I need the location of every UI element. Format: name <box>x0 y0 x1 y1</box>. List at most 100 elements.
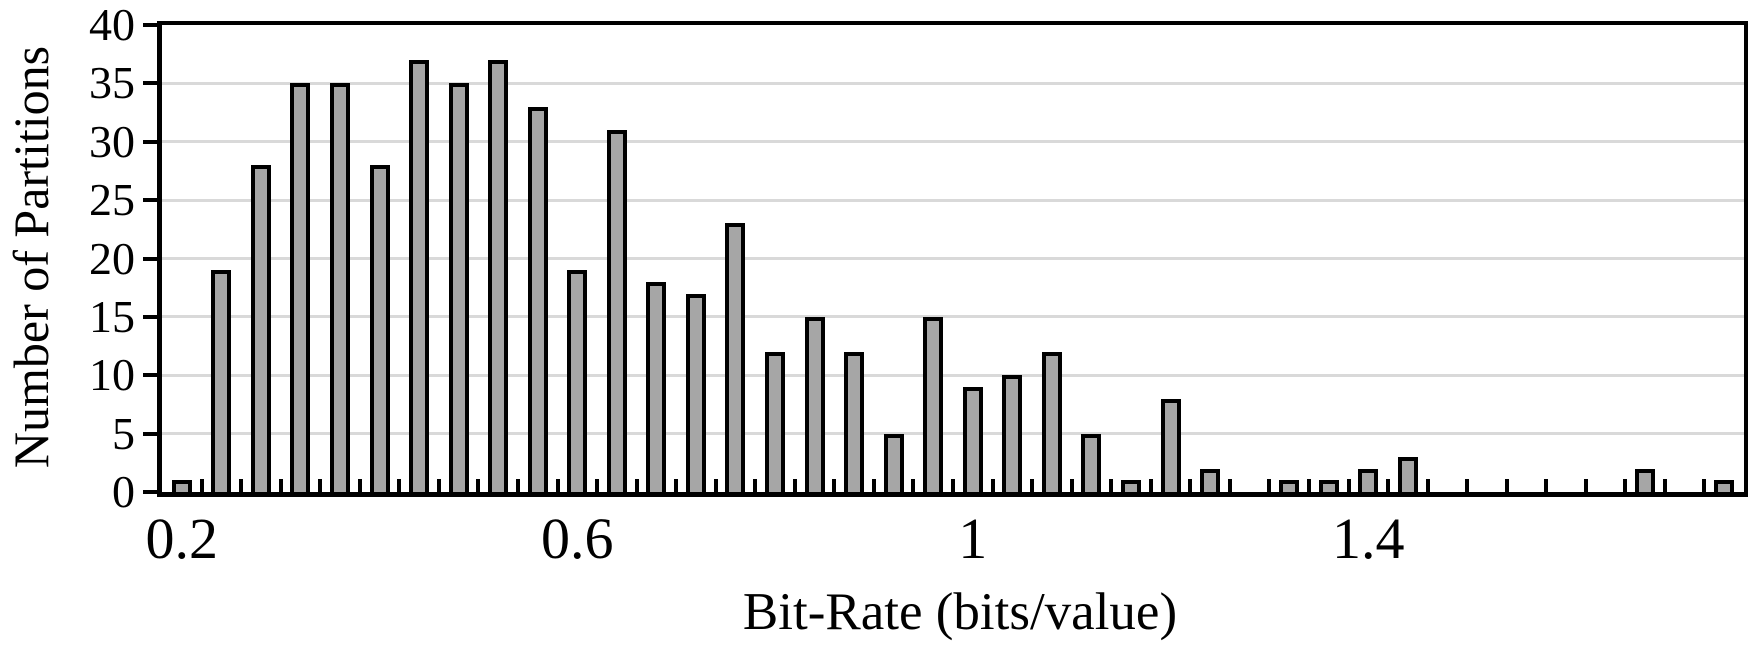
x-minor-tick <box>1465 479 1470 492</box>
x-minor-tick <box>1267 479 1272 492</box>
x-minor-tick <box>990 479 995 492</box>
gridline-15 <box>162 315 1744 319</box>
x-minor-tick <box>1148 479 1153 492</box>
y-tick-label-30: 30 <box>89 115 135 167</box>
gridline-20 <box>162 257 1744 260</box>
x-minor-tick <box>1346 479 1351 492</box>
bar-1.04 <box>1002 375 1023 492</box>
y-tick-15 <box>143 314 158 319</box>
x-minor-tick <box>1623 479 1628 492</box>
x-minor-tick <box>239 479 244 492</box>
x-minor-tick <box>1544 479 1549 492</box>
x-minor-tick <box>674 479 679 492</box>
x-minor-tick <box>1188 479 1193 492</box>
y-tick-label-5: 5 <box>112 407 135 459</box>
bar-0.68 <box>646 281 667 492</box>
bar-0.32 <box>290 83 311 492</box>
y-tick-label-20: 20 <box>89 232 135 284</box>
gridline-5 <box>162 432 1744 436</box>
y-tick-label-15: 15 <box>89 290 135 342</box>
bar-0.52 <box>488 60 509 492</box>
y-tick-label-35: 35 <box>89 57 135 109</box>
x-minor-tick <box>1227 479 1232 492</box>
x-axis-title: Bit-Rate (bits/value) <box>742 583 1178 641</box>
x-minor-tick <box>1306 479 1311 492</box>
x-tick-label-0.2: 0.2 <box>145 506 219 571</box>
y-tick-label-40: 40 <box>89 0 135 50</box>
bar-0.6 <box>567 270 588 492</box>
x-minor-tick <box>792 479 797 492</box>
gridline-30 <box>162 140 1744 144</box>
bar-0.48 <box>448 83 469 492</box>
x-tick-label-1.4: 1.4 <box>1332 506 1405 571</box>
bar-0.76 <box>725 223 746 492</box>
x-minor-tick <box>1583 479 1588 492</box>
x-tick-label-1: 1 <box>958 506 988 571</box>
y-tick-0 <box>143 490 158 494</box>
gridline-25 <box>162 198 1744 202</box>
y-tick-35 <box>143 81 158 86</box>
bar-1.2 <box>1160 398 1181 492</box>
x-minor-tick <box>832 479 837 492</box>
bar-1.76 <box>1714 480 1735 492</box>
bar-1 <box>962 386 983 492</box>
x-minor-tick <box>318 479 323 492</box>
x-minor-tick <box>634 479 639 492</box>
x-tick-label-0.6: 0.6 <box>541 506 614 571</box>
x-minor-tick <box>1030 479 1035 492</box>
x-minor-tick <box>911 479 916 492</box>
bar-1.08 <box>1041 351 1062 492</box>
x-minor-tick <box>436 479 441 492</box>
bar-1.12 <box>1081 433 1102 492</box>
x-minor-tick <box>595 479 600 492</box>
x-minor-tick <box>476 479 481 492</box>
bar-0.92 <box>883 433 904 492</box>
y-tick-5 <box>143 431 158 436</box>
plot-inner <box>162 25 1744 492</box>
bar-0.96 <box>923 316 944 492</box>
x-minor-tick <box>753 479 758 492</box>
bar-0.24 <box>211 270 232 492</box>
bar-0.84 <box>804 316 825 492</box>
bar-0.28 <box>250 165 271 492</box>
bar-0.72 <box>685 293 706 492</box>
bar-1.36 <box>1318 480 1339 492</box>
bar-0.88 <box>844 351 865 492</box>
bar-1.68 <box>1635 468 1656 492</box>
bar-1.4 <box>1358 468 1379 492</box>
y-tick-25 <box>143 198 158 203</box>
x-minor-tick <box>357 479 362 492</box>
x-minor-tick <box>1069 479 1074 492</box>
y-tick-40 <box>143 23 158 27</box>
x-minor-tick <box>199 479 204 492</box>
x-minor-tick <box>871 479 876 492</box>
x-minor-tick <box>1702 479 1707 492</box>
x-minor-tick <box>713 479 718 492</box>
bar-0.44 <box>409 60 430 492</box>
y-tick-10 <box>143 373 158 378</box>
bar-1.16 <box>1120 480 1141 492</box>
x-minor-tick <box>951 479 955 492</box>
bar-0.2 <box>171 480 192 492</box>
bar-0.64 <box>606 130 627 492</box>
bar-1.32 <box>1279 480 1300 492</box>
gridline-35 <box>162 81 1744 85</box>
x-minor-tick <box>397 479 402 492</box>
y-tick-20 <box>143 256 158 261</box>
y-tick-label-10: 10 <box>89 349 135 401</box>
bar-0.36 <box>329 83 350 492</box>
x-minor-tick <box>1662 479 1667 492</box>
bar-0.4 <box>369 165 390 492</box>
x-minor-tick <box>1504 479 1509 492</box>
x-minor-tick <box>1386 479 1391 492</box>
bar-1.24 <box>1200 468 1221 492</box>
y-tick-30 <box>143 139 158 144</box>
y-tick-label-25: 25 <box>89 174 135 226</box>
plot-area <box>157 21 1748 497</box>
x-minor-tick <box>1109 479 1114 492</box>
x-minor-tick <box>278 479 283 492</box>
bar-1.44 <box>1397 456 1418 492</box>
bar-0.56 <box>527 106 548 492</box>
gridline-10 <box>162 373 1744 377</box>
